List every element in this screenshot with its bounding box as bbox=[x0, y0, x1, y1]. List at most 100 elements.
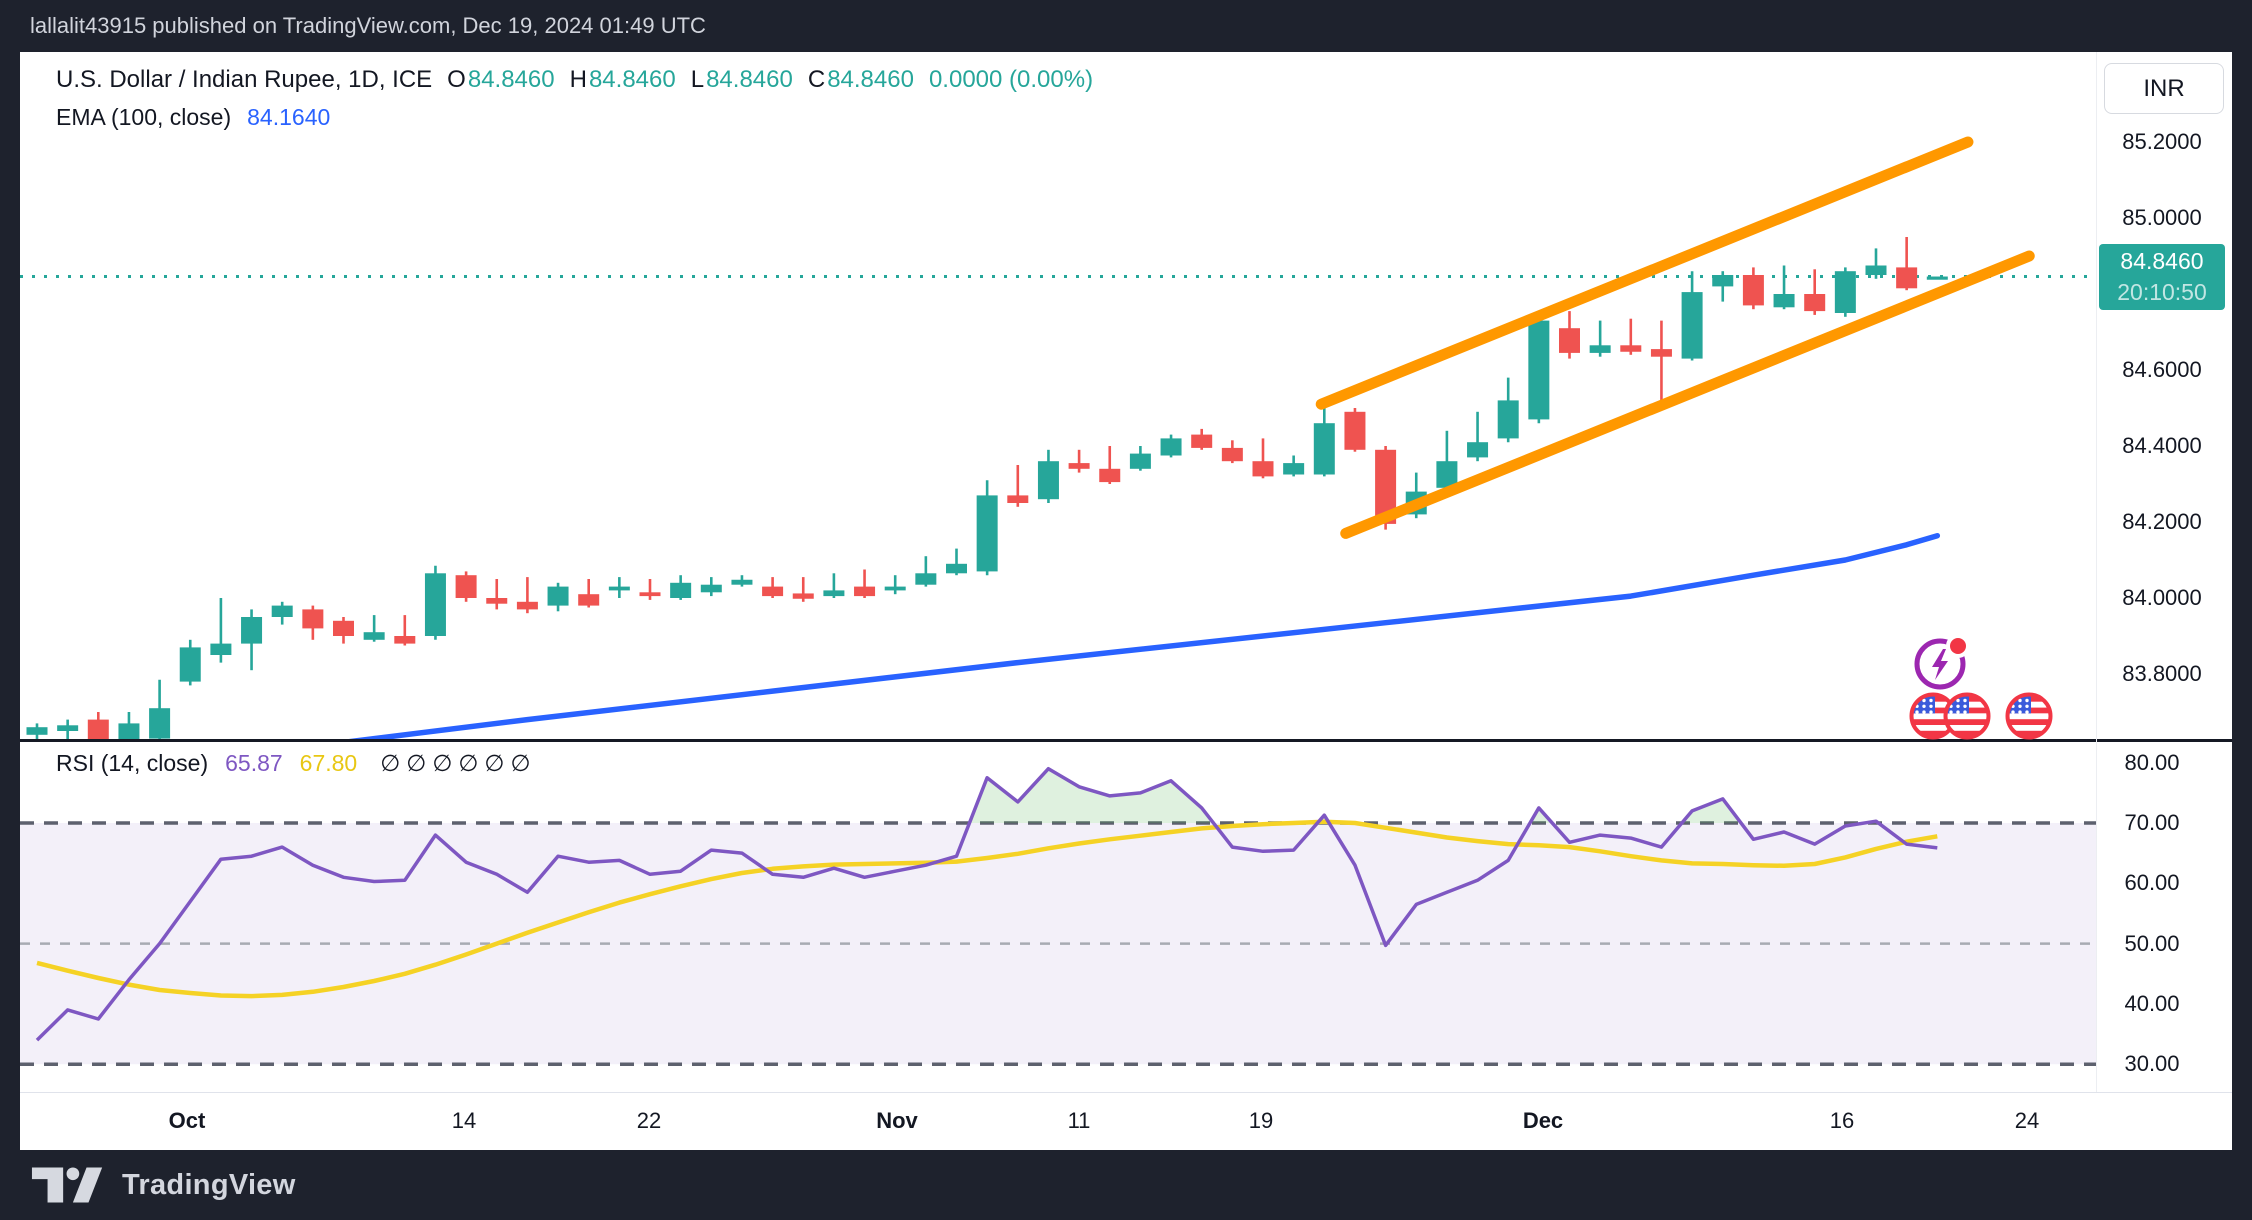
price-axis-label: 85.0000 bbox=[2122, 205, 2202, 230]
candle bbox=[670, 575, 692, 600]
candle bbox=[854, 569, 876, 598]
candle bbox=[1589, 320, 1611, 357]
candle bbox=[1865, 248, 1887, 279]
rsi-input-disabled-icon: ∅ bbox=[380, 750, 401, 776]
candle bbox=[516, 577, 538, 614]
time-axis-label: 16 bbox=[1829, 1108, 1855, 1133]
time-axis-label: 11 bbox=[1067, 1108, 1091, 1133]
rsi-input-disabled-icon: ∅ bbox=[510, 750, 531, 776]
rsi-label: RSI (14, close) bbox=[56, 750, 209, 776]
change-value: 0.0000 (0.00%) bbox=[928, 66, 1094, 93]
publish-info-bar: lallalit43915 published on TradingView.c… bbox=[0, 0, 2252, 52]
rsi-value: 65.87 bbox=[225, 750, 283, 776]
candle bbox=[547, 582, 569, 612]
us-flag-event-icon[interactable] bbox=[1909, 692, 1957, 740]
time-axis-label: Nov bbox=[876, 1108, 918, 1133]
ema-value: 84.1640 bbox=[247, 104, 331, 130]
candle bbox=[1344, 408, 1366, 452]
channel-upper-line[interactable] bbox=[1315, 136, 1974, 410]
candle bbox=[762, 577, 784, 598]
ema-label: EMA (100, close) bbox=[56, 104, 232, 130]
candle bbox=[363, 615, 385, 642]
ohlc-values: O84.8460 H84.8460 L84.8460 C84.8460 bbox=[447, 66, 914, 94]
rsi-axis-label: 60.00 bbox=[2124, 870, 2180, 896]
rsi-indicator-pane[interactable] bbox=[20, 742, 2096, 1092]
candle bbox=[1497, 377, 1519, 443]
candle bbox=[1221, 440, 1243, 464]
publish-info-text: lallalit43915 published on TradingView.c… bbox=[30, 13, 706, 38]
rsi-disabled-icons: ∅ ∅ ∅ ∅ ∅ ∅ bbox=[374, 750, 530, 777]
price-axis-label: 84.6000 bbox=[2122, 357, 2202, 382]
candle bbox=[1007, 465, 1029, 507]
candle bbox=[1528, 316, 1550, 424]
candle bbox=[792, 577, 814, 602]
candle bbox=[1742, 267, 1764, 310]
candle bbox=[424, 565, 446, 640]
candle bbox=[1160, 434, 1182, 458]
ema-line[interactable] bbox=[37, 532, 1941, 741]
candle bbox=[700, 577, 722, 597]
symbol-legend: U.S. Dollar / Indian Rupee, 1D, ICE O84.… bbox=[56, 66, 1093, 94]
ohlc-item: O84.8460 bbox=[447, 66, 555, 93]
us-flag-event-icon[interactable] bbox=[1943, 692, 1991, 740]
price-axis-label: 85.2000 bbox=[2122, 129, 2202, 154]
chart-panel bbox=[20, 52, 2232, 1150]
rsi-line[interactable] bbox=[35, 766, 1938, 1042]
brand-bar: TradingView bbox=[0, 1150, 2252, 1220]
price-chart-pane[interactable] bbox=[20, 52, 2096, 741]
candle bbox=[823, 573, 845, 598]
rsi-axis-label: 80.00 bbox=[2124, 749, 2180, 775]
candle bbox=[118, 712, 140, 741]
candle bbox=[1620, 318, 1642, 355]
chart-event-icons bbox=[1905, 634, 2075, 744]
price-axis-label: 84.2000 bbox=[2122, 509, 2202, 534]
time-axis-label: 19 bbox=[1248, 1108, 1274, 1133]
candle bbox=[210, 598, 232, 663]
candle bbox=[455, 571, 477, 602]
candle bbox=[1436, 430, 1458, 492]
candle bbox=[1099, 446, 1121, 484]
pane-separator[interactable] bbox=[20, 739, 2232, 742]
price-axis-label: 83.8000 bbox=[2122, 661, 2202, 686]
symbol-title: U.S. Dollar / Indian Rupee, 1D, ICE bbox=[56, 66, 433, 93]
candle bbox=[1129, 446, 1151, 471]
us-flag-event-icon[interactable] bbox=[2005, 692, 2053, 740]
candle bbox=[731, 575, 753, 587]
time-axis-separator bbox=[20, 1092, 2232, 1093]
time-axis-label: 22 bbox=[636, 1108, 662, 1133]
candle bbox=[1712, 271, 1734, 302]
currency-button[interactable]: INR bbox=[2104, 63, 2224, 114]
time-axis-label: 14 bbox=[451, 1108, 477, 1133]
ema-legend: EMA (100, close) 84.1640 bbox=[56, 104, 330, 131]
tradingview-logo-icon bbox=[31, 1167, 103, 1203]
rsi-axis-label: 70.00 bbox=[2124, 810, 2180, 835]
rsi-legend: RSI (14, close) 65.87 67.80 ∅ ∅ ∅ ∅ ∅ ∅ bbox=[56, 750, 531, 777]
bar-countdown: 20:10:50 bbox=[2117, 278, 2207, 305]
candle bbox=[87, 712, 109, 741]
rsi-ma-line[interactable] bbox=[36, 819, 1938, 999]
candle bbox=[1896, 237, 1918, 291]
ohlc-item: L84.8460 bbox=[690, 66, 793, 93]
candle bbox=[1283, 455, 1305, 477]
rsi-axis-label: 50.00 bbox=[2124, 930, 2180, 956]
candle bbox=[915, 556, 937, 587]
price-axis-label: 84.4000 bbox=[2122, 433, 2202, 458]
candle bbox=[1681, 271, 1703, 361]
rsi-ma-value: 67.80 bbox=[299, 750, 358, 776]
price-axis-separator bbox=[2096, 52, 2097, 1092]
time-axis-label: Dec bbox=[1522, 1108, 1564, 1133]
time-axis-label: 24 bbox=[2014, 1108, 2040, 1133]
candle bbox=[639, 579, 661, 600]
candle bbox=[149, 679, 171, 741]
candle bbox=[1559, 311, 1580, 359]
economic-event-lightning-icon[interactable] bbox=[1914, 634, 1970, 690]
candle bbox=[1650, 320, 1672, 401]
last-price-badge[interactable]: 84.8460 20:10:50 bbox=[2099, 243, 2225, 310]
channel-lower-line[interactable] bbox=[1340, 250, 2035, 539]
rsi-input-disabled-icon: ∅ bbox=[432, 750, 453, 776]
candle bbox=[1037, 449, 1059, 503]
candle bbox=[241, 609, 263, 671]
candle bbox=[394, 615, 416, 646]
rsi-overbought-fill bbox=[969, 768, 1879, 823]
candle bbox=[1773, 265, 1795, 310]
